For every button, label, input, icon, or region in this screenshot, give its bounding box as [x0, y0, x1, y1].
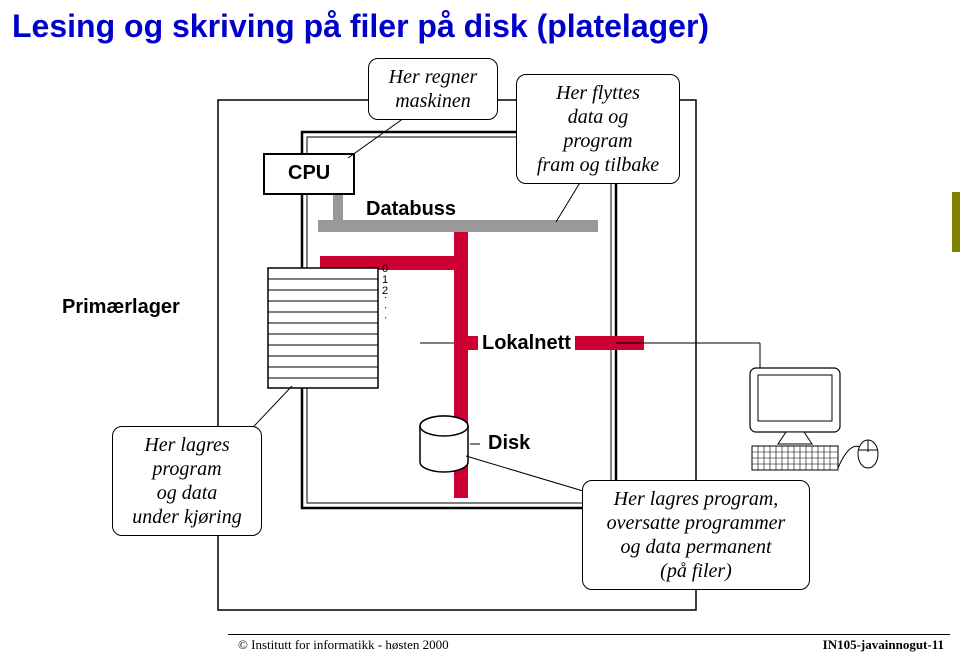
callout-regner: Her regner maskinen	[368, 58, 498, 120]
lokalnett-label: Lokalnett	[478, 332, 575, 355]
callout-perm-l1: Her lagres program,	[614, 488, 779, 510]
callout-perm-l3: og data permanent	[620, 536, 771, 558]
callout-flyttes-l2: data og	[568, 106, 629, 128]
callout-kjoring-l2: program	[152, 458, 221, 480]
callout-flyttes-l3: program	[563, 130, 632, 152]
cpu-label: CPU	[288, 162, 330, 185]
callout-kjoring: Her lagres program og data under kjøring	[112, 426, 262, 536]
databuss-label: Databuss	[366, 198, 456, 221]
monitor-icon	[750, 343, 840, 470]
side-marker	[952, 192, 960, 252]
red-bus-to-mem	[378, 256, 468, 270]
callout-flyttes-l4: fram og tilbake	[537, 154, 659, 176]
callout-kjoring-l3: og data	[157, 482, 218, 504]
mouse-icon	[838, 440, 878, 468]
callout-perm-l4: (på filer)	[660, 560, 732, 582]
mem-idx-dots: . . .	[382, 296, 394, 321]
pointer-regner	[348, 118, 404, 158]
callout-regner-l1: Her regner	[389, 66, 478, 88]
memory-table	[268, 268, 378, 388]
footer-left: © Institutt for informatikk - høsten 200…	[238, 637, 449, 653]
callout-regner-l2: maskinen	[395, 90, 471, 112]
callout-flyttes-l1: Her flyttes	[556, 82, 640, 104]
footer-right: IN105-javainnogut-11	[823, 637, 944, 653]
callout-perm-l2: oversatte programmer	[607, 512, 786, 534]
callout-kjoring-l4: under kjøring	[132, 506, 241, 528]
callout-flyttes: Her flyttes data og program fram og tilb…	[516, 74, 680, 184]
disk-label: Disk	[488, 432, 530, 455]
primaerlager-label: Primærlager	[62, 296, 180, 319]
cpu-connector	[333, 194, 343, 222]
disk-icon	[420, 416, 468, 472]
callout-perm: Her lagres program, oversatte programmer…	[582, 480, 810, 590]
callout-kjoring-l1: Her lagres	[144, 434, 229, 456]
footer-rule	[228, 634, 950, 635]
